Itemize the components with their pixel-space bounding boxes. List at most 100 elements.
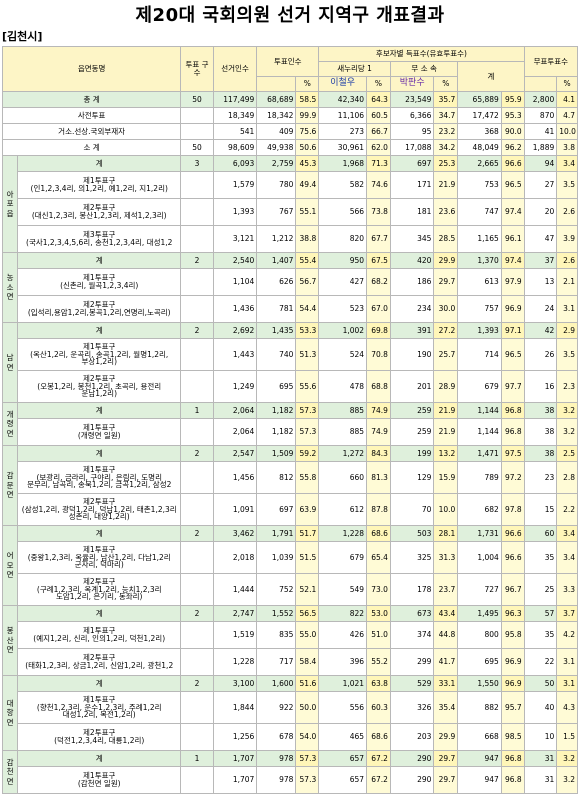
cell-tp: 97.8 (500, 493, 525, 526)
summary-row: 소 계 50 98,609 49,938 50.6 30,961 62.0 17,088 34.… (1, 139, 578, 156)
cell-c1p: 74.9 (366, 418, 391, 446)
cell-c2p: 25.7 (433, 338, 459, 371)
cell-el: 1,443 (212, 338, 258, 371)
cell-invp: 3.9 (556, 225, 578, 253)
total-row: 총 계 50 117,499 68,689 58.5 42,340 64.3 23,549 35… (1, 91, 578, 108)
row-label: 사전투표 (1, 107, 182, 124)
cell-inv: 25 (523, 573, 558, 606)
cell-c1: 523 (318, 295, 368, 323)
cell-el: 2,064 (212, 418, 258, 446)
group-sum-row: 개 령 면 계 1 2,064 1,182 57.3 885 74.9 259 21.9 1,144… (1, 402, 578, 446)
cell-c2p: 27.2 (433, 322, 459, 339)
cell-vo: 1,182 (256, 418, 297, 446)
cell-inv: 38 (523, 402, 558, 419)
cell-c2: 503 (389, 525, 435, 542)
station-label: 제2투표구 (덕전1,2,3,4리, 대룡1,2리) (17, 723, 182, 751)
station-label: 제1투표구 (개령면 일원) (17, 418, 182, 446)
cell-c1: 524 (318, 338, 368, 371)
cell-invp: 10.0 (556, 123, 578, 140)
cell-c1: 1,272 (318, 445, 368, 462)
cell-vp: 57.3 (295, 750, 320, 767)
cell-el: 1,707 (212, 750, 258, 767)
group-sum-label: 계 (17, 675, 182, 692)
cell-t: 65,889 (457, 91, 502, 108)
polling-station-row: 제2투표구 (대신1,2,3리, 봉산1,2,3리, 제석1,2,3리) 1,39… (3, 198, 578, 226)
group-sum-label: 계 (17, 750, 182, 767)
cell-n (180, 268, 214, 296)
district-label: [김천시] (2, 30, 43, 43)
dong-name: 봉 산 면 (1, 605, 19, 676)
cell-c2: 23,549 (389, 91, 435, 108)
cell-el: 98,609 (212, 139, 258, 156)
cell-el: 541 (212, 123, 258, 140)
cell-el: 6,093 (212, 155, 258, 172)
cell-vo: 68,689 (256, 91, 297, 108)
cell-inv: 15 (523, 493, 558, 526)
cell-vp: 55.6 (295, 370, 320, 403)
cell-c1p: 68.8 (366, 370, 391, 403)
cell-n (180, 225, 214, 253)
cell-n: 3 (180, 155, 214, 172)
cell-el: 1,393 (212, 198, 258, 226)
cell-c1: 396 (318, 648, 368, 676)
cell-vo: 767 (256, 198, 297, 226)
cell-vo: 740 (256, 338, 297, 371)
group-sum-row: 남 면 계 2 2,692 1,435 53.3 1,002 69.8 391 27.2 1,393… (1, 322, 578, 403)
cell-c2p: 21.9 (433, 402, 459, 419)
cell-tp: 95.8 (500, 621, 525, 649)
cell-t: 747 (457, 198, 502, 226)
cell-c1p: 73.0 (366, 573, 391, 606)
cell-n (180, 648, 214, 676)
dong-name: 어 모 면 (1, 525, 19, 606)
cell-c1: 427 (318, 268, 368, 296)
cell-c2p: 29.7 (433, 766, 459, 794)
cell-t: 1,731 (457, 525, 502, 542)
cell-el: 1,256 (212, 723, 258, 751)
cell-t: 679 (457, 370, 502, 403)
cell-el: 1,228 (212, 648, 258, 676)
cell-inv: 31 (523, 766, 558, 794)
cell-c1p: 87.8 (366, 493, 391, 526)
cell-tp: 96.6 (500, 155, 525, 172)
cell-el: 2,018 (212, 541, 258, 574)
cell-t: 613 (457, 268, 502, 296)
cell-n: 1 (180, 402, 214, 419)
cell-el: 3,100 (212, 675, 258, 692)
header-electors: 선거인수 (212, 46, 258, 92)
station-label: 제1투표구 (예지1,2리, 신리, 인의1,2리, 덕천1,2리) (17, 621, 182, 649)
cell-c2p: 34.7 (433, 107, 459, 124)
cell-vo: 49,938 (256, 139, 297, 156)
header-voters-blank (256, 76, 297, 92)
cell-c1p: 74.9 (366, 402, 391, 419)
polling-station-row: 제1투표구 (향천1,2,3리, 운수1,2,3리, 주례1,2리 대성1,2리… (3, 691, 578, 724)
cell-c1: 660 (318, 461, 368, 494)
cell-vp: 55.8 (295, 461, 320, 494)
cell-vp: 54.4 (295, 295, 320, 323)
cell-n: 2 (180, 605, 214, 622)
cell-tp: 96.6 (500, 525, 525, 542)
cell-tp: 95.7 (500, 691, 525, 724)
cell-invp: 4.1 (556, 91, 578, 108)
cell-c2: 181 (389, 198, 435, 226)
header-total: 계 (457, 61, 525, 92)
cell-t: 882 (457, 691, 502, 724)
polling-station-row: 제2투표구 (삼성1,2리, 광덕1,2리, 덕남1,2리, 태촌1,2,3리 … (3, 493, 578, 526)
cell-c1p: 73.8 (366, 198, 391, 226)
polling-station-row: 제1투표구 (개령면 일원) 2,064 1,182 57.3 885 74.9 259 21… (3, 418, 578, 446)
cell-c1p: 63.8 (366, 675, 391, 692)
cell-inv: 24 (523, 295, 558, 323)
group-sum-label: 계 (17, 525, 182, 542)
page-title: 제20대 국회의원 선거 지역구 개표결과 (135, 5, 445, 26)
cell-vo: 1,407 (256, 252, 297, 269)
cell-vo: 1,552 (256, 605, 297, 622)
cell-c2: 420 (389, 252, 435, 269)
group-sum-row: 봉 산 면 계 2 2,747 1,552 56.5 822 53.0 673 43.4 1,495… (1, 605, 578, 676)
cell-tp: 95.3 (500, 107, 525, 124)
cell-tp: 96.7 (500, 573, 525, 606)
cell-c1p: 68.6 (366, 723, 391, 751)
polling-station-row: 제2투표구 (입석리,용암1,2리,봉곡1,2리,연명리,노곡리) 1,436 78… (3, 295, 578, 323)
cell-el: 1,579 (212, 171, 258, 199)
row-label: 소 계 (1, 139, 182, 156)
cell-vp: 49.4 (295, 171, 320, 199)
cell-tp: 97.1 (500, 322, 525, 339)
